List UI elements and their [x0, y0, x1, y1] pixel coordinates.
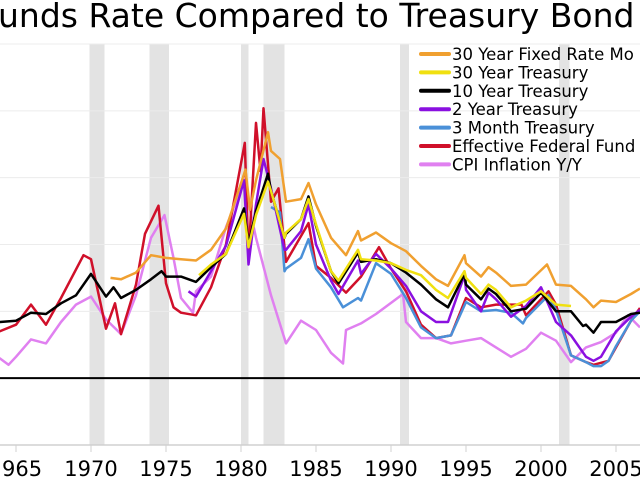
x-tick-label: 1985	[289, 457, 342, 480]
series-line	[187, 157, 640, 363]
x-tick-label: 1990	[364, 457, 417, 480]
gridlines	[0, 43, 640, 446]
x-tick-label: 1975	[139, 457, 192, 480]
x-tick-label: 1970	[64, 457, 117, 480]
series-line	[270, 206, 640, 368]
series-lines	[0, 106, 640, 368]
chart-title: unds Rate Compared to Treasury Bond	[0, 0, 635, 35]
x-tick-label: 965	[2, 457, 42, 480]
legend-label: CPI Inflation Y/Y	[452, 155, 583, 174]
legend-label: 3 Month Treasury	[452, 119, 595, 138]
x-tick-label: 1995	[439, 457, 492, 480]
x-tick-label: 1980	[214, 457, 267, 480]
x-tick-label: 2000	[514, 457, 567, 480]
x-tick-label: 2005	[589, 457, 640, 480]
x-axis: 965 1970 1975 1980 1985 1990 1995 2000 2005	[2, 445, 640, 480]
series-line	[198, 180, 572, 309]
legend-label: 10 Year Treasury	[452, 82, 589, 101]
legend-label: 30 Year Treasury	[452, 63, 589, 82]
series-line	[0, 106, 640, 367]
legend-label: Effective Federal Fund	[452, 137, 635, 156]
legend-label: 30 Year Fixed Rate Mo	[452, 45, 634, 64]
series-line	[110, 130, 640, 309]
legend-label: 2 Year Treasury	[452, 100, 578, 119]
